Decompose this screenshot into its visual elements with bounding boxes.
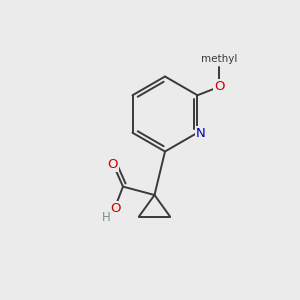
Text: H: H xyxy=(101,211,110,224)
Text: O: O xyxy=(110,202,121,215)
Text: O: O xyxy=(107,158,118,171)
Text: N: N xyxy=(196,127,206,140)
Text: O: O xyxy=(214,80,224,93)
Text: methyl: methyl xyxy=(201,54,237,64)
